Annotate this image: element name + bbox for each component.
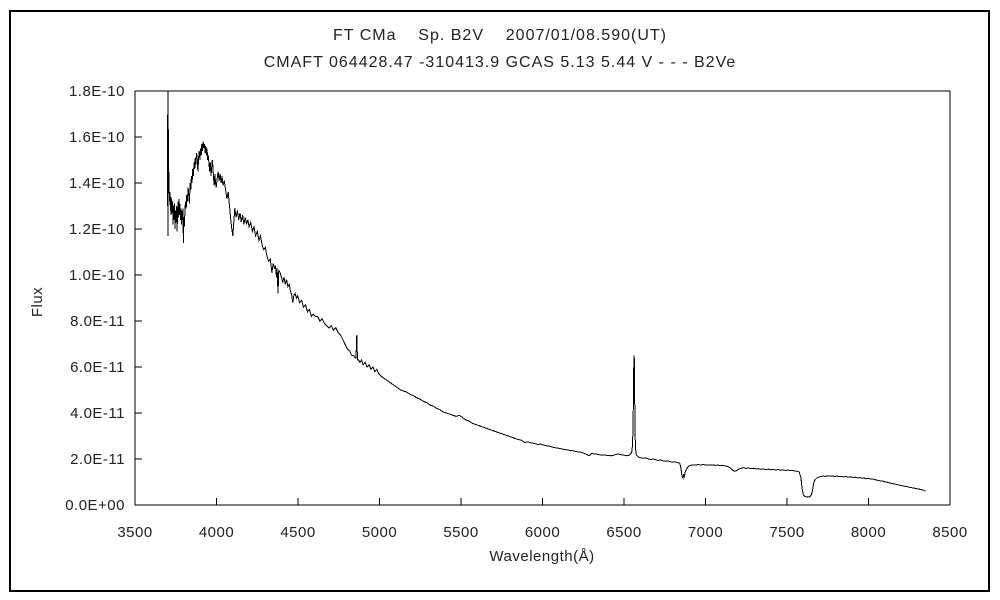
x-tick-label: 7500 [769,524,805,541]
chart-title-line2: CMAFT 064428.47 -310413.9 GCAS 5.13 5.44… [263,54,737,71]
y-tick-label: 0.0E+00 [65,497,125,514]
x-tick-label: 4500 [280,524,316,541]
y-tick-label: 1.6E-10 [68,129,125,146]
y-tick-label: 1.8E-10 [68,83,125,100]
y-tick-label: 6.0E-11 [70,359,125,376]
y-tick-label: 1.0E-10 [68,267,125,284]
plot-border [134,90,951,506]
x-tick-label: 5500 [443,524,479,541]
spectrum-trace [167,90,926,498]
x-tick-label: 6000 [524,524,561,541]
figure-border [9,10,990,592]
x-tick-label: 3500 [117,524,153,541]
x-tick-label: 8000 [850,524,887,541]
y-tick-label: 1.4E-10 [68,175,125,192]
x-tick-label: 7000 [687,524,724,541]
y-tick-label: 2.0E-11 [70,451,125,468]
chart-title-line1: FT CMa Sp. B2V 2007/01/08.590(UT) [333,27,667,44]
x-tick-label: 4000 [198,524,235,541]
x-tick-label: 8500 [932,524,968,541]
x-tick-label: 6500 [606,524,642,541]
y-axis-title: Flux [29,286,46,318]
y-tick-label: 4.0E-11 [70,405,125,422]
y-tick-label: 8.0E-11 [70,313,125,330]
y-tick-label: 1.2E-10 [68,221,125,238]
x-tick-label: 5000 [361,524,398,541]
x-axis-title: Wavelength(Å) [489,548,595,565]
